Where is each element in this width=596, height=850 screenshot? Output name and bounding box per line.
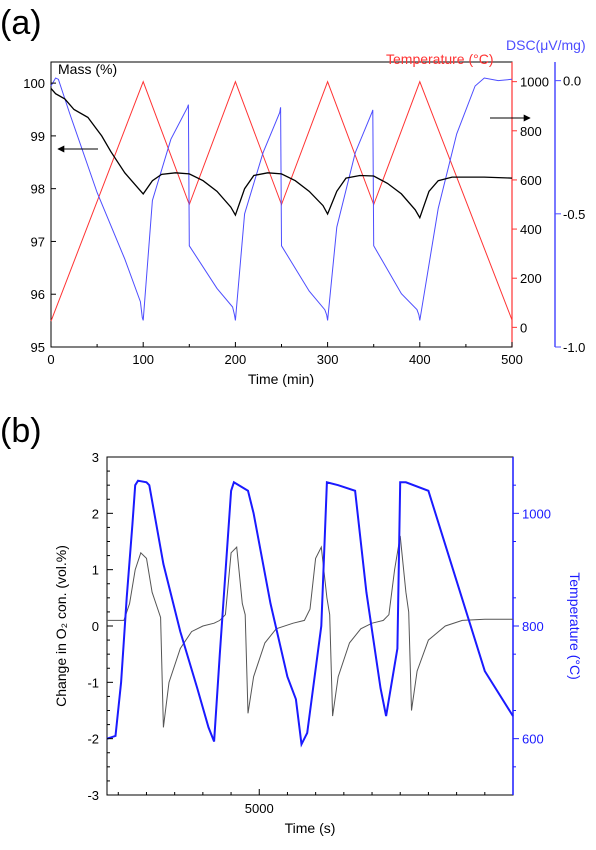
o2-tick-label: 1 xyxy=(92,563,99,578)
mass-tick-label: 100 xyxy=(23,76,45,91)
chart-b-frame xyxy=(106,456,514,796)
dsc-series-line xyxy=(50,77,513,321)
temperature-axis-title-a: Temperature (°C) xyxy=(386,51,494,67)
temperature-series-line-b xyxy=(106,479,514,748)
x-tick-label-a: 100 xyxy=(132,352,154,367)
mass-tick-label: 97 xyxy=(31,234,45,249)
o2-tick-label: -3 xyxy=(87,788,99,803)
dsc-tick-label: -1.0 xyxy=(563,340,585,355)
x-tick-label-a: 300 xyxy=(317,352,339,367)
x-axis-title-b: Time (s) xyxy=(285,820,336,836)
mass-tick-label: 98 xyxy=(31,182,45,197)
temperature-tick-label-b: 800 xyxy=(522,619,544,634)
temperature-tick-label-a: 0 xyxy=(520,320,527,335)
x-axis-title-a: Time (min) xyxy=(248,371,314,387)
o2-tick-label: -2 xyxy=(87,732,99,747)
chart-a: 0 100 200 300 400 500959697989910002004006008… xyxy=(23,37,585,387)
mass-tick-label: 99 xyxy=(31,129,45,144)
dsc-axis-title: DSC(μV/mg) xyxy=(506,37,586,53)
o2-axis-title: Change in O₂ con. (vol.%) xyxy=(53,545,69,707)
temperature-tick-label-a: 800 xyxy=(520,124,542,139)
mass-series-line xyxy=(50,87,513,220)
x-tick-label-b: 5000 xyxy=(245,801,274,816)
temperature-tick-label-b: 1000 xyxy=(522,506,551,521)
chart-b: 5000 -3 -2 -1 0 1 2 3 600 800 1000 Change in O₂ co… xyxy=(53,450,583,836)
mass-tick-label: 96 xyxy=(31,287,45,302)
mass-axis-title: Mass (%) xyxy=(58,61,117,77)
o2-tick-label: 2 xyxy=(92,506,99,521)
panel-label-a: (a) xyxy=(0,4,42,42)
x-tick-label-a: 500 xyxy=(501,352,523,367)
o2-tick-label: 0 xyxy=(92,619,99,634)
temperature-tick-label-a: 400 xyxy=(520,222,542,237)
temperature-tick-label-a: 1000 xyxy=(520,75,549,90)
o2-tick-label: -1 xyxy=(87,675,99,690)
mass-tick-label: 95 xyxy=(31,340,45,355)
x-tick-label-a: 0 xyxy=(47,352,54,367)
x-tick-label-a: 200 xyxy=(225,352,247,367)
panel-label-b: (b) xyxy=(0,412,42,450)
temperature-tick-label-a: 200 xyxy=(520,271,542,286)
dsc-tick-label: -0.5 xyxy=(563,207,585,222)
dsc-tick-label: 0.0 xyxy=(563,74,581,89)
temperature-axis-title-b: Temperature (°C) xyxy=(567,572,583,680)
temperature-tick-label-b: 600 xyxy=(522,732,544,747)
o2-tick-label: 3 xyxy=(92,450,99,465)
x-tick-label-a: 400 xyxy=(409,352,431,367)
temperature-tick-label-a: 600 xyxy=(520,173,542,188)
